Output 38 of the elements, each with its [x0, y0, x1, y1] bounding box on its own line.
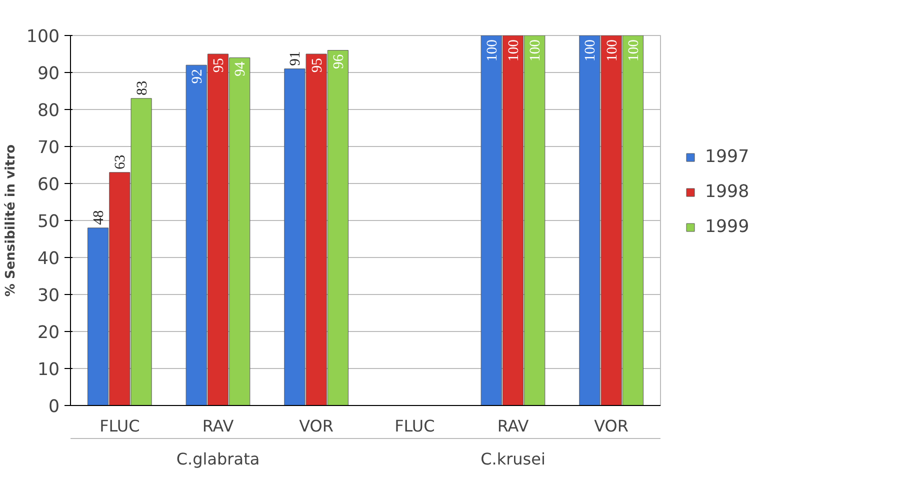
data-label: 94 — [232, 61, 249, 76]
data-label: 63 — [112, 154, 129, 170]
data-label: 95 — [211, 58, 227, 73]
data-label: 91 — [288, 51, 304, 66]
data-label: 100 — [528, 40, 544, 62]
legend-label: 1997 — [705, 147, 750, 167]
x-tick-label: FLUC — [394, 416, 435, 436]
data-label: 100 — [582, 40, 599, 62]
text: C.glabrata — [176, 450, 260, 468]
y-tick-label: 10 — [37, 360, 60, 380]
data-label: 95 — [309, 58, 326, 73]
y-tick-label: 0 — [48, 397, 60, 417]
data-label: 100 — [604, 40, 620, 62]
legend-label: 1999 — [705, 217, 750, 237]
data-label: 48 — [91, 210, 108, 225]
y-tick-label: 20 — [37, 323, 60, 343]
legend-label: 1998 — [705, 182, 750, 202]
data-label: 83 — [134, 80, 150, 96]
x-tick-label: VOR — [299, 416, 334, 436]
data-label: 100 — [484, 40, 500, 62]
x-tick-label: FLUC — [100, 416, 140, 436]
data-label: 92 — [189, 69, 206, 84]
x-tick-label: VOR — [594, 416, 629, 436]
y-tick-label: 60 — [37, 175, 60, 195]
data-label: 100 — [626, 40, 642, 62]
y-tick-label: 70 — [37, 138, 60, 158]
text: C.krusei — [480, 450, 546, 468]
y-tick-label: 40 — [37, 249, 60, 269]
y-tick-label: 30 — [37, 286, 60, 306]
y-axis-title: % Sensibilité in vitro — [3, 144, 18, 297]
data-label: 96 — [330, 54, 347, 69]
y-tick-label: 90 — [37, 64, 60, 84]
y-tick-label: 100 — [26, 27, 60, 47]
y-tick-label: 80 — [37, 101, 60, 121]
y-tick-label: 50 — [37, 212, 60, 232]
data-label: 100 — [506, 40, 522, 62]
x-tick-label: RAV — [497, 416, 529, 436]
x-tick-label: RAV — [202, 416, 234, 436]
